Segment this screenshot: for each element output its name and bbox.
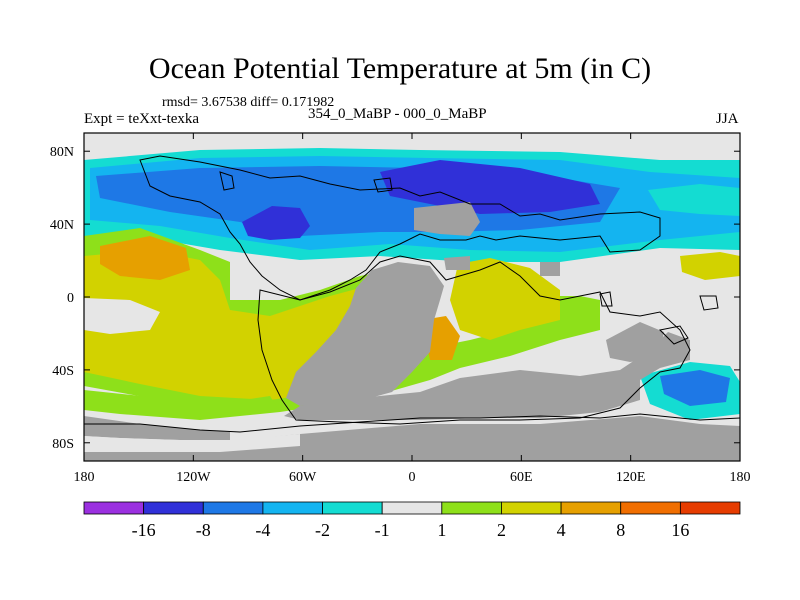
colorbar-label: -8 (196, 520, 211, 540)
southpac-white-gap (84, 298, 160, 334)
chart-title: Ocean Potential Temperature at 5m (in C) (148, 52, 652, 85)
colorbar-box (679, 501, 741, 515)
colorbar-box (202, 501, 264, 515)
colorbar-box (83, 501, 145, 515)
land-masses (84, 202, 740, 461)
colorbar-label: 16 (671, 520, 689, 540)
landmass-antarctic-shelf-west (84, 416, 230, 440)
y-tick-label: 80N (50, 145, 74, 160)
colorbar-box (620, 501, 681, 515)
x-tick-label: 120W (176, 470, 211, 485)
colorbar-label: -4 (255, 520, 270, 540)
colorbar-box (560, 501, 622, 515)
antarctic-white-coast (84, 434, 300, 452)
x-tick-label: 180 (74, 470, 95, 485)
colorbar-label: 8 (616, 520, 625, 540)
landmass-east-block (606, 322, 664, 362)
landmass-gondwana-south (284, 332, 690, 420)
colorbar-label: -1 (375, 520, 390, 540)
colorbar-box (381, 501, 443, 515)
coastline-islands (219, 171, 719, 345)
colorbar-box (143, 501, 204, 515)
temperature-field (84, 133, 740, 461)
colorbar-label: 4 (557, 520, 566, 540)
african-yellow-patch (450, 258, 560, 340)
landmass-north-block (414, 202, 480, 236)
west-darkblue-core (242, 206, 310, 240)
x-tick-label: 60E (510, 470, 533, 485)
x-tick-label: 180 (730, 470, 751, 485)
y-tick-label: 0 (67, 291, 74, 306)
east-yellow-patch (680, 252, 740, 280)
north-darkblue-core (380, 160, 600, 214)
landmass-south-america (286, 262, 444, 406)
stats-label: rmsd= 3.67538 diff= 0.171982 (162, 95, 335, 110)
colorbar-label: -2 (315, 520, 330, 540)
axis-ticks (83, 133, 741, 461)
south-blue-patch (660, 370, 730, 406)
x-tick-label: 120E (616, 470, 646, 485)
season-label: JJA (716, 111, 739, 127)
y-tick-label: 80S (52, 437, 74, 452)
coastlines (84, 155, 740, 433)
colorbar-label: -16 (132, 520, 156, 540)
southern-green-band (84, 390, 280, 420)
colorbar-label: 2 (497, 520, 506, 540)
landmass-small-north (444, 256, 470, 270)
comparison-label: 354_0_MaBP - 000_0_MaBP (308, 106, 487, 122)
landmass-small-east (540, 262, 560, 276)
experiment-label: Expt = teXxt-texka (84, 111, 200, 127)
coastline-gondwana (257, 255, 691, 425)
coastline-laurussia (139, 155, 661, 301)
east-cyan-tongue (648, 184, 740, 216)
pacific-orange-patch (100, 236, 190, 280)
axis-labels: 180 120W 60W 0 60E 120E 180 80N 40N 0 40S 80S (50, 145, 751, 485)
x-tick-label: 60W (289, 470, 317, 485)
colorbar-box (441, 501, 502, 515)
x-tick-label: 0 (409, 470, 416, 485)
y-tick-label: 40S (52, 364, 74, 379)
colorbar-label: 1 (437, 520, 446, 540)
colorbar: -16 -8 -4 -2 -1 1 2 4 8 16 (83, 501, 741, 540)
colorbar-box (501, 501, 562, 515)
coastline-antarctic (84, 413, 740, 433)
colorbar-box (262, 501, 323, 515)
colorbar-box (322, 501, 383, 515)
y-tick-label: 40N (50, 218, 74, 233)
